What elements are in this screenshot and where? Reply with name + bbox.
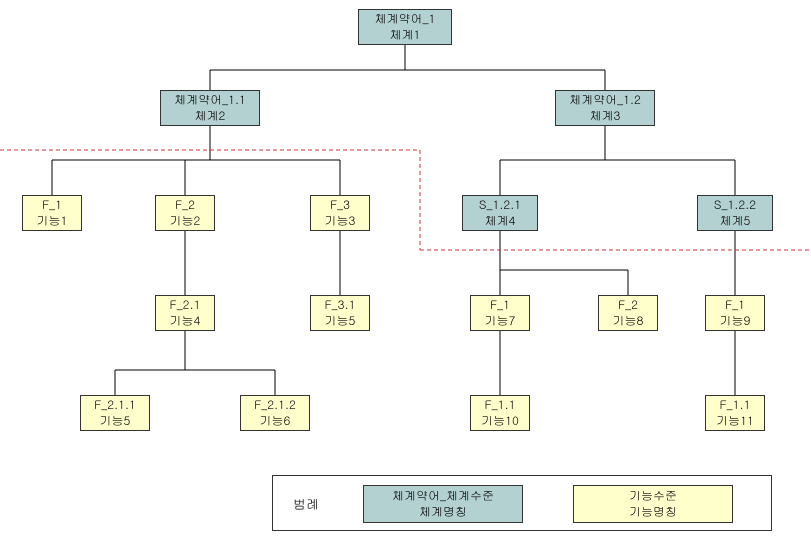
node-f3: F_3 기능3 bbox=[310, 195, 370, 231]
node-line1: S_1.2.2 bbox=[702, 197, 768, 213]
node-s122: S_1.2.2 체계5 bbox=[697, 195, 773, 231]
node-root: 체계약어_1 체계1 bbox=[358, 9, 452, 45]
node-line2: 기능4 bbox=[160, 313, 210, 329]
node-f11c: F_1.1 기능11 bbox=[705, 395, 765, 431]
node-f212: F_2.1.2 기능6 bbox=[240, 395, 310, 431]
node-line1: F_2.1.1 bbox=[85, 397, 145, 413]
node-line1: F_2 bbox=[603, 297, 653, 313]
node-f1c: F_1 기능9 bbox=[705, 295, 765, 331]
node-line2: 기능6 bbox=[245, 413, 305, 429]
node-line1: 체계약어_1.1 bbox=[165, 92, 255, 108]
node-f11b: F_1.1 기능10 bbox=[470, 395, 530, 431]
node-line1: F_1.1 bbox=[710, 397, 760, 413]
node-line2: 체계2 bbox=[165, 108, 255, 124]
node-line2: 기능5 bbox=[315, 313, 365, 329]
legend-function-l1: 기능수준 bbox=[578, 488, 728, 504]
node-f1b: F_1 기능7 bbox=[470, 295, 530, 331]
node-line1: S_1.2.1 bbox=[467, 197, 533, 213]
node-line2: 기능2 bbox=[160, 213, 210, 229]
node-line1: F_1 bbox=[27, 197, 77, 213]
node-line1: F_3.1 bbox=[315, 297, 365, 313]
node-f21: F_2.1 기능4 bbox=[155, 295, 215, 331]
node-line2: 기능8 bbox=[603, 313, 653, 329]
node-line1: F_3 bbox=[315, 197, 365, 213]
node-line2: 체계1 bbox=[363, 27, 447, 43]
node-line1: F_2 bbox=[160, 197, 210, 213]
node-line1: F_1.1 bbox=[475, 397, 525, 413]
node-line2: 기능5 bbox=[85, 413, 145, 429]
node-line2: 체계4 bbox=[467, 213, 533, 229]
node-s121: S_1.2.1 체계4 bbox=[462, 195, 538, 231]
node-f2b: F_2 기능8 bbox=[598, 295, 658, 331]
node-line1: F_2.1.2 bbox=[245, 397, 305, 413]
node-1-1: 체계약어_1.1 체계2 bbox=[160, 90, 260, 126]
connector-lines bbox=[0, 0, 811, 554]
node-f211: F_2.1.1 기능5 bbox=[80, 395, 150, 431]
node-line1: 체계약어_1.2 bbox=[560, 92, 650, 108]
legend-label: 범례 bbox=[293, 494, 319, 513]
node-f1: F_1 기능1 bbox=[22, 195, 82, 231]
node-f31: F_3.1 기능5 bbox=[310, 295, 370, 331]
node-line2: 기능10 bbox=[475, 413, 525, 429]
legend-system-box: 체계약어_체계수준 체계명칭 bbox=[363, 485, 523, 523]
legend-function-l2: 기능명칭 bbox=[578, 504, 728, 520]
legend-container: 범례 체계약어_체계수준 체계명칭 기능수준 기능명칭 bbox=[272, 475, 772, 531]
node-line2: 기능7 bbox=[475, 313, 525, 329]
legend-system-l1: 체계약어_체계수준 bbox=[368, 488, 518, 504]
node-line1: F_2.1 bbox=[160, 297, 210, 313]
node-line2: 기능9 bbox=[710, 313, 760, 329]
node-line2: 체계5 bbox=[702, 213, 768, 229]
node-line2: 기능1 bbox=[27, 213, 77, 229]
node-f2: F_2 기능2 bbox=[155, 195, 215, 231]
node-line1: 체계약어_1 bbox=[363, 11, 447, 27]
node-line2: 기능11 bbox=[710, 413, 760, 429]
node-line2: 기능3 bbox=[315, 213, 365, 229]
legend-system-l2: 체계명칭 bbox=[368, 504, 518, 520]
node-line1: F_1 bbox=[710, 297, 760, 313]
node-1-2: 체계약어_1.2 체계3 bbox=[555, 90, 655, 126]
node-line1: F_1 bbox=[475, 297, 525, 313]
legend-function-box: 기능수준 기능명칭 bbox=[573, 485, 733, 523]
node-line2: 체계3 bbox=[560, 108, 650, 124]
